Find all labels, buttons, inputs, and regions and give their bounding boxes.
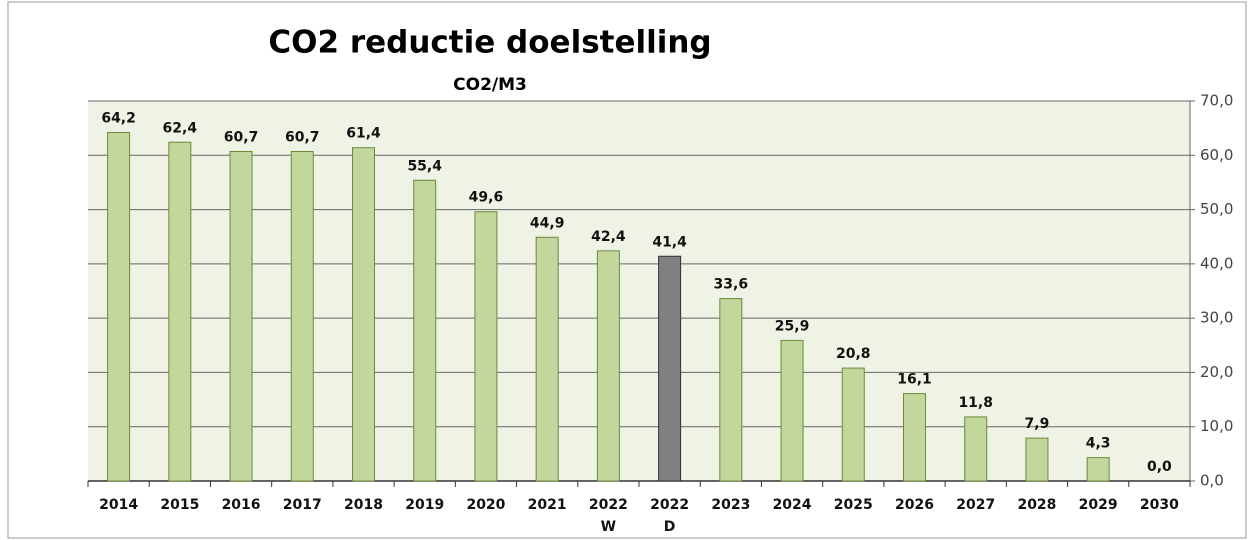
x-tick-label: 2026 <box>895 497 934 513</box>
value-label: 11,8 <box>958 395 993 411</box>
bar <box>413 179 437 482</box>
x-tick-label: 2017 <box>283 497 322 513</box>
y-tick-label: 0,0 <box>1200 472 1224 490</box>
value-label: 7,9 <box>1025 416 1050 432</box>
bar <box>290 150 314 482</box>
x-tick-label: 2019 <box>405 497 444 513</box>
chart-subtitle: CO2/M3 <box>453 75 527 95</box>
bar <box>903 393 926 482</box>
bar <box>719 298 743 482</box>
bar <box>352 147 375 482</box>
x-tick-label: 2028 <box>1017 497 1056 513</box>
bar <box>1086 457 1110 482</box>
y-tick-label: 60,0 <box>1200 146 1233 164</box>
bar <box>964 416 988 482</box>
chart-title: CO2 reductie doelstelling <box>268 25 711 61</box>
value-label: 55,4 <box>407 158 442 174</box>
value-label: 42,4 <box>591 229 626 245</box>
value-label: 61,4 <box>346 126 381 142</box>
value-label: 4,3 <box>1086 436 1111 452</box>
bar <box>596 250 620 482</box>
value-label: 25,9 <box>775 318 810 334</box>
y-tick-label: 20,0 <box>1200 363 1233 381</box>
value-label: 60,7 <box>285 129 320 145</box>
value-label: 62,4 <box>163 120 198 136</box>
y-tick-label: 30,0 <box>1200 309 1233 327</box>
value-label: 49,6 <box>469 190 504 206</box>
value-label: 44,9 <box>530 215 565 231</box>
x-tick-label: 2014 <box>99 497 138 513</box>
bar <box>107 131 131 482</box>
bar <box>535 236 559 482</box>
bar <box>168 141 192 482</box>
value-label: 41,4 <box>652 234 687 250</box>
value-label: 20,8 <box>836 346 871 362</box>
bar <box>1025 437 1049 482</box>
y-tick-label: 50,0 <box>1200 200 1233 218</box>
x-tick-label: 2016 <box>222 497 261 513</box>
x-tick-label: 2027 <box>956 497 995 513</box>
y-tick-label: 10,0 <box>1200 417 1233 435</box>
x-tick-label: 2025 <box>834 497 873 513</box>
value-label: 60,7 <box>224 129 259 145</box>
x-tick-label: 2030 <box>1140 497 1179 513</box>
bar <box>474 211 498 482</box>
value-label: 16,1 <box>897 372 932 388</box>
bar <box>658 255 682 482</box>
plot-area <box>88 101 1190 481</box>
x-tick-label: 2018 <box>344 497 383 513</box>
x-tick-label: 2024 <box>773 497 812 513</box>
x-tick-label: 2022 W <box>589 497 628 535</box>
y-tick-label: 70,0 <box>1200 92 1233 110</box>
x-tick-label: 2022 D <box>650 497 689 535</box>
value-label: 33,6 <box>714 277 749 293</box>
x-tick-label: 2020 <box>466 497 505 513</box>
x-tick-label: 2015 <box>160 497 199 513</box>
y-tick-label: 40,0 <box>1200 254 1233 272</box>
value-label: 0,0 <box>1147 459 1172 475</box>
x-tick-label: 2023 <box>711 497 750 513</box>
bar <box>780 339 804 482</box>
x-tick-label: 2029 <box>1079 497 1118 513</box>
bar <box>229 150 253 482</box>
value-label: 64,2 <box>101 110 136 126</box>
x-tick-label: 2021 <box>528 497 567 513</box>
bar <box>841 367 865 482</box>
